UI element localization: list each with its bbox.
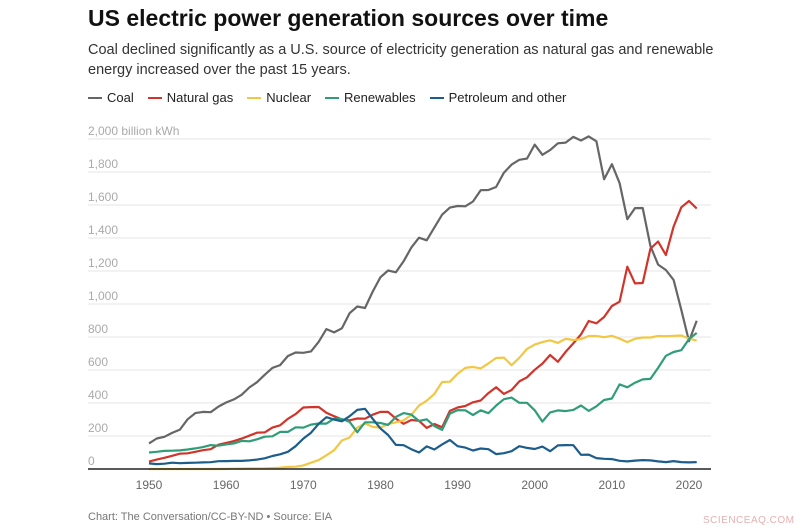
y-tick-label: 1,600 [88, 190, 118, 204]
y-tick-label: 200 [88, 421, 108, 435]
chart-title: US electric power generation sources ove… [88, 5, 609, 31]
y-tick-label: 0 [88, 454, 95, 468]
legend-item: Renewables [325, 90, 416, 105]
x-tick-label: 1970 [290, 478, 317, 492]
y-tick-label: 1,800 [88, 157, 118, 171]
legend-item: Coal [88, 90, 134, 105]
legend-label: Natural gas [166, 90, 234, 105]
x-tick-label: 2010 [599, 478, 626, 492]
series-line-renewables [148, 332, 698, 454]
watermark: SCIENCEAQ.COM [703, 515, 795, 526]
y-tick-label: 1,400 [88, 223, 118, 237]
x-tick-label: 1990 [444, 478, 471, 492]
legend-item: Natural gas [147, 90, 234, 105]
legend-swatch [429, 96, 444, 99]
x-tick-label: 2000 [521, 478, 548, 492]
y-tick-label: 600 [88, 355, 108, 369]
x-tick-label: 2020 [676, 478, 703, 492]
chart-source: Chart: The Conversation/CC-BY-ND • Sourc… [88, 511, 333, 523]
y-tick-label: 1,000 [88, 289, 118, 303]
y-tick-label: 1,200 [88, 256, 118, 270]
legend-label: Petroleum and other [448, 90, 567, 105]
series-line-coal [148, 135, 698, 445]
legend-label: Coal [107, 90, 134, 105]
y-tick-label: 800 [88, 322, 108, 336]
series-line-petroleum-and-other [148, 407, 697, 466]
x-tick-label: 1960 [213, 478, 240, 492]
legend-item: Nuclear [247, 90, 311, 105]
x-tick-label: 1980 [367, 478, 394, 492]
legend-label: Nuclear [266, 90, 312, 105]
legend-item: Petroleum and other [429, 90, 567, 105]
legend-swatch [247, 96, 262, 99]
legend-label: Renewables [344, 90, 416, 105]
x-tick-label: 1950 [136, 478, 163, 492]
series-line-natural-gas [148, 199, 698, 463]
y-tick-label: 2,000 billion kWh [88, 124, 179, 138]
chart-subtitle: Coal declined significantly as a U.S. so… [88, 42, 714, 78]
legend-swatch [147, 96, 162, 99]
legend-swatch [88, 96, 102, 99]
legend: Coal Natural gas Nuclear Renewables Petroleu… [88, 90, 566, 105]
legend-swatch [325, 96, 340, 99]
y-tick-label: 400 [88, 388, 108, 402]
